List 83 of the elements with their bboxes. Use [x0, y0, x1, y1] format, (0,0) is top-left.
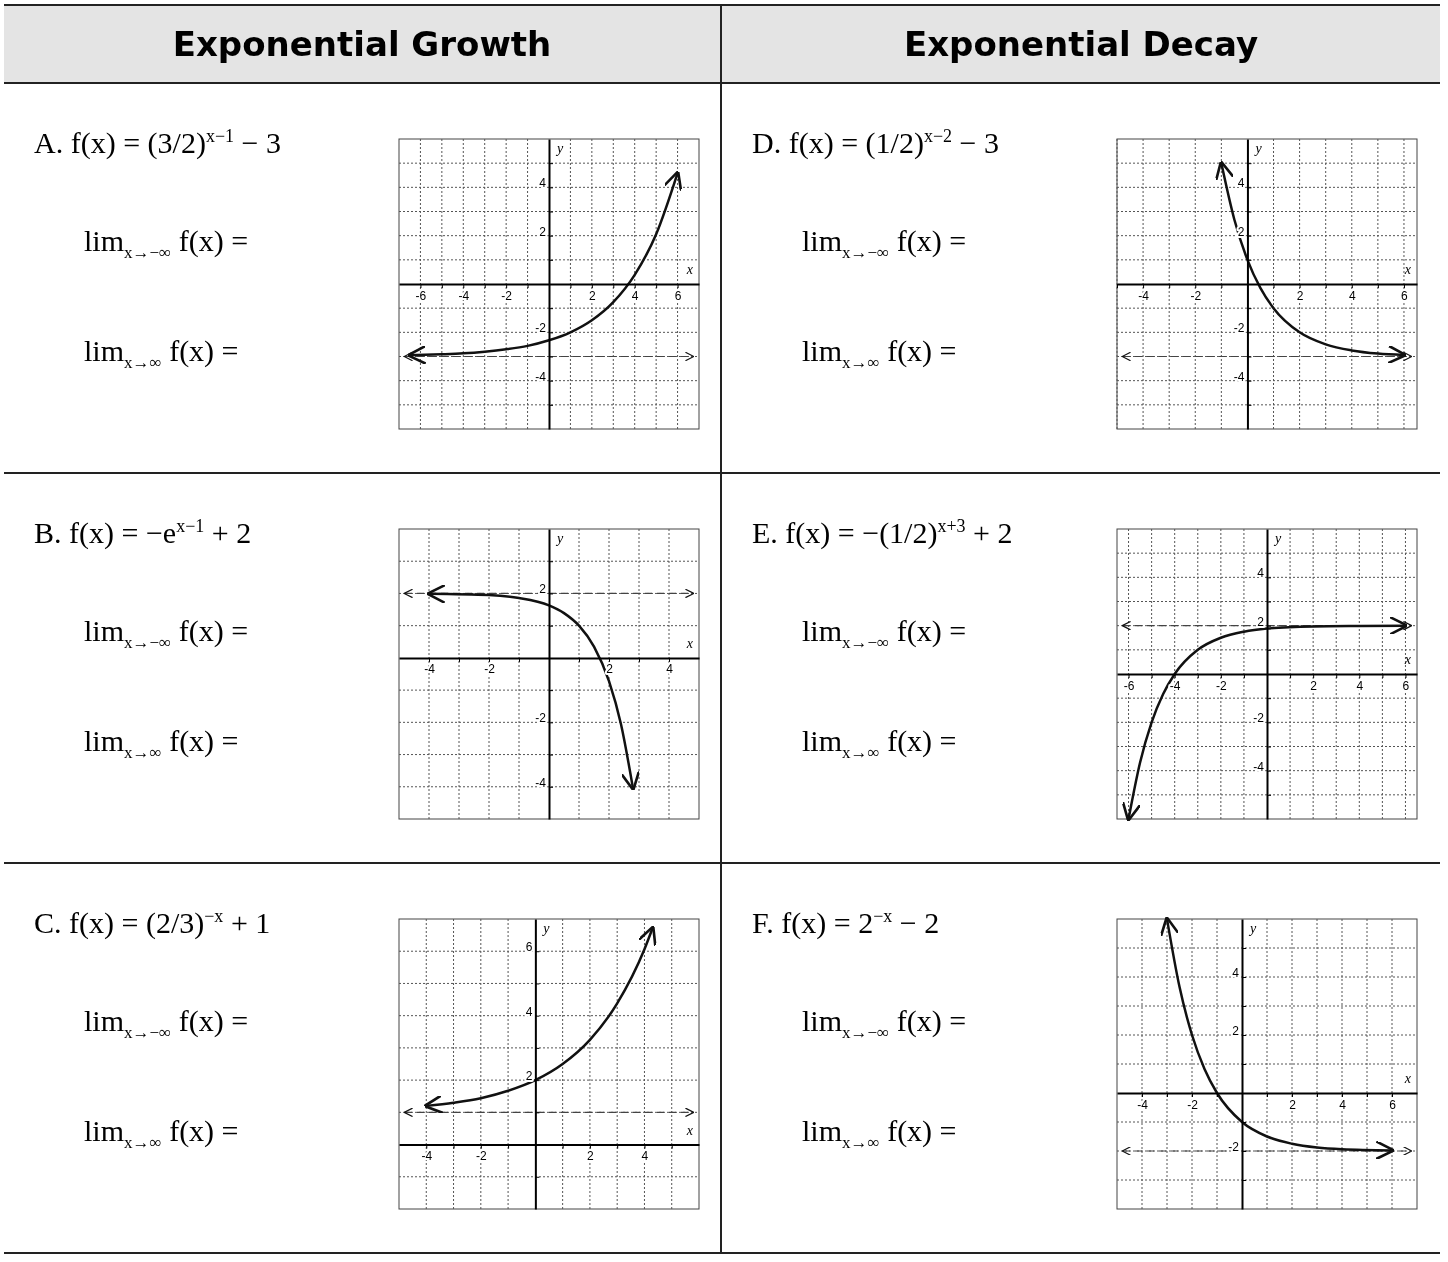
x-tick-label: 2: [589, 288, 597, 303]
y-axis-title: y: [1248, 921, 1257, 936]
x-axis-title: x: [685, 262, 694, 277]
text: lim$_{x→∞}$ f(x) =: [802, 724, 957, 763]
x-tick-label: 6: [1389, 1097, 1397, 1112]
y-axis-title: y: [555, 531, 564, 546]
x-tick-label: 4: [1356, 678, 1364, 693]
x-tick-label: 6: [1402, 678, 1410, 693]
y-tick-label: -2: [1228, 1139, 1240, 1154]
y-tick-label: -4: [535, 775, 547, 790]
x-axis-title: x: [685, 635, 694, 651]
text: lim$_{x→−∞}$ f(x) =: [802, 1004, 967, 1043]
x-tick-label: -6: [415, 288, 427, 303]
y-tick-label: -4: [1253, 759, 1265, 774]
y-tick-label: 2: [525, 1069, 533, 1084]
x-tick-label: 2: [1310, 678, 1318, 693]
x-axis-title: x: [1403, 652, 1412, 667]
text: lim$_{x→−∞}$ f(x) =: [84, 614, 249, 653]
y-tick-label: 4: [1232, 965, 1240, 980]
x-tick-label: 6: [1401, 288, 1409, 303]
y-axis-title: y: [1273, 531, 1282, 546]
y-tick-label: -4: [535, 369, 547, 384]
x-tick-label: -6: [1123, 678, 1135, 693]
y-tick-label: 4: [1257, 566, 1265, 581]
y-tick-label: 2: [539, 224, 547, 239]
y-axis-title: y: [555, 141, 564, 156]
x-tick-label: -2: [475, 1149, 487, 1164]
text: Exponential Decay: [903, 24, 1259, 64]
x-tick-label: -4: [458, 288, 470, 303]
y-tick-label: 4: [525, 1004, 533, 1019]
x-tick-label: 4: [641, 1149, 649, 1164]
x-tick-label: -4: [1169, 678, 1181, 693]
x-tick-label: -4: [1138, 288, 1150, 303]
text: lim$_{x→−∞}$ f(x) =: [802, 614, 967, 653]
text: lim$_{x→−∞}$ f(x) =: [84, 1004, 249, 1043]
text: C. f(x) = (2/3)$^{−x}$ + 1: [34, 906, 271, 940]
x-axis-title: x: [685, 1122, 694, 1138]
y-axis-title: y: [541, 921, 551, 936]
x-tick-label: -2: [1187, 1097, 1199, 1112]
text: lim$_{x→−∞}$ f(x) =: [84, 224, 249, 263]
y-tick-label: 2: [539, 582, 547, 597]
x-tick-label: 4: [1348, 288, 1356, 303]
x-axis-title: x: [1403, 262, 1412, 277]
y-tick-label: -2: [535, 321, 547, 336]
y-tick-label: -2: [535, 711, 547, 726]
x-tick-label: 4: [666, 662, 674, 677]
x-tick-label: 4: [1339, 1097, 1347, 1112]
x-tick-label: -2: [484, 662, 496, 677]
x-tick-label: -2: [1216, 678, 1228, 693]
y-tick-label: 6: [525, 940, 533, 955]
x-tick-label: 2: [1289, 1097, 1297, 1112]
x-axis-title: x: [1403, 1071, 1412, 1086]
y-axis-title: y: [1253, 141, 1263, 156]
y-tick-label: 4: [1237, 176, 1245, 191]
y-tick-label: 2: [1237, 224, 1245, 239]
text: D. f(x) = (1/2)$^{x−2}$ − 3: [752, 126, 999, 160]
x-tick-label: -4: [424, 662, 436, 677]
chart-title: E. f(x) = −(1/2)$^{x+3}$ + 2: [752, 516, 1013, 550]
text: B. f(x) = −e$^{x−1}$ + 2: [34, 516, 252, 550]
x-tick-label: -2: [1190, 288, 1202, 303]
y-tick-label: 2: [1257, 614, 1265, 629]
x-tick-label: 2: [587, 1149, 595, 1164]
x-tick-label: 6: [674, 288, 682, 303]
x-tick-label: 2: [1296, 288, 1304, 303]
text: lim$_{x→−∞}$ f(x) =: [802, 224, 967, 263]
y-tick-label: -4: [1233, 369, 1245, 384]
text: Exponential Growth: [172, 24, 552, 64]
y-tick-label: -2: [1253, 711, 1265, 726]
text: lim$_{x→∞}$ f(x) =: [84, 724, 239, 763]
x-tick-label: -4: [1137, 1097, 1149, 1112]
text: lim$_{x→∞}$ f(x) =: [802, 334, 957, 373]
y-tick-label: 4: [539, 176, 547, 191]
x-tick-label: -4: [421, 1149, 433, 1164]
x-tick-label: -2: [501, 288, 513, 303]
text: A. f(x) = (3/2)$^{x−1}$ − 3: [34, 126, 281, 160]
x-tick-label: 4: [631, 288, 639, 303]
text: lim$_{x→∞}$ f(x) =: [802, 1114, 957, 1153]
y-tick-label: -2: [1233, 321, 1245, 336]
text: lim$_{x→∞}$ f(x) =: [84, 334, 239, 373]
y-tick-label: 2: [1232, 1023, 1240, 1038]
text: F. f(x) = 2$^{−x}$ − 2: [752, 906, 940, 940]
text: lim$_{x→∞}$ f(x) =: [84, 1114, 239, 1153]
x-tick-label: 2: [606, 662, 614, 677]
